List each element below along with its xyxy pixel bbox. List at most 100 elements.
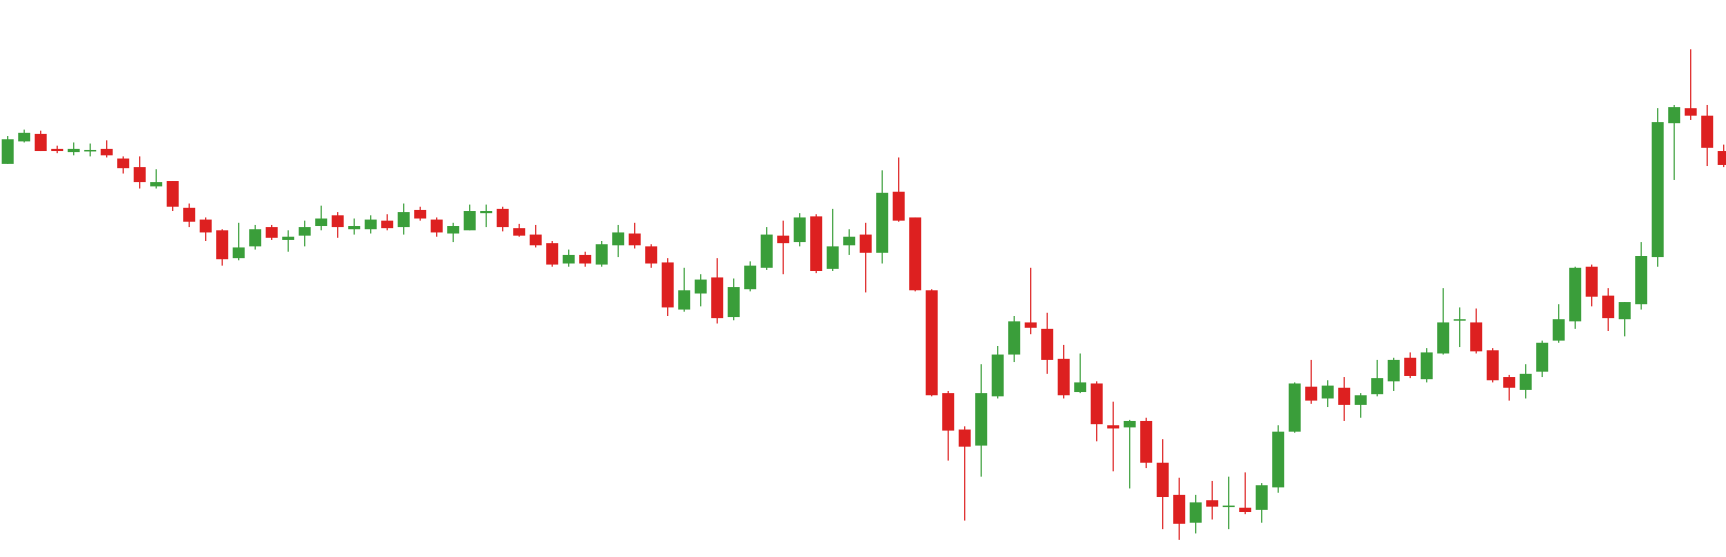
candle-body bbox=[249, 229, 262, 247]
candle-body bbox=[364, 219, 377, 230]
candle-body bbox=[414, 209, 427, 219]
candle-body bbox=[1552, 319, 1565, 341]
candle-body bbox=[991, 354, 1004, 397]
candle-body bbox=[513, 228, 526, 236]
candle-body bbox=[645, 246, 658, 264]
candle-body bbox=[133, 167, 146, 183]
candle-body bbox=[942, 393, 955, 431]
candle-body bbox=[1437, 322, 1450, 354]
candle-body bbox=[496, 208, 509, 228]
candle-body bbox=[612, 232, 625, 246]
candle-body bbox=[826, 246, 839, 269]
candle-body bbox=[1255, 485, 1268, 510]
candle-body bbox=[859, 234, 872, 253]
candle-body bbox=[1354, 395, 1367, 405]
candle-body bbox=[447, 226, 460, 234]
candle-body bbox=[1602, 295, 1615, 319]
candle-body bbox=[84, 149, 97, 152]
candle-body bbox=[777, 235, 790, 244]
candle-body bbox=[331, 215, 344, 228]
candle-body bbox=[1074, 382, 1087, 393]
candle-body bbox=[1536, 342, 1549, 372]
candle-body bbox=[51, 148, 64, 152]
candle-body bbox=[34, 133, 47, 152]
candle-body bbox=[925, 290, 938, 396]
candle-body bbox=[1635, 256, 1648, 305]
candle-body bbox=[1024, 322, 1037, 328]
candle-body bbox=[150, 182, 163, 187]
candle-body bbox=[546, 243, 559, 265]
candle-body bbox=[1090, 383, 1103, 425]
candle-body bbox=[18, 132, 31, 142]
candle-body bbox=[1156, 462, 1169, 498]
candle-body bbox=[1189, 502, 1202, 523]
candle-body bbox=[480, 211, 493, 214]
candle-body bbox=[1387, 359, 1400, 382]
candle-body bbox=[1140, 420, 1153, 463]
candle-body bbox=[1651, 122, 1664, 258]
candle-body bbox=[381, 220, 394, 229]
candle-body bbox=[1206, 500, 1219, 507]
candle-body bbox=[628, 233, 641, 246]
candle-body bbox=[1618, 302, 1631, 320]
candle-body bbox=[100, 148, 113, 156]
candle-body bbox=[1486, 350, 1499, 381]
candle-body bbox=[315, 218, 328, 227]
candle-body bbox=[1453, 319, 1466, 321]
candle-body bbox=[430, 219, 443, 233]
candle-body bbox=[595, 244, 608, 265]
candle-body bbox=[1338, 387, 1351, 405]
candle-body bbox=[397, 212, 410, 228]
candle-body bbox=[793, 217, 806, 243]
candle-body bbox=[694, 279, 707, 294]
candle-body bbox=[1041, 328, 1054, 360]
candle-body bbox=[1668, 107, 1681, 124]
candle-body bbox=[1288, 383, 1301, 432]
candle-body bbox=[166, 181, 179, 207]
candle-body bbox=[1173, 494, 1186, 524]
candle-body bbox=[529, 234, 542, 246]
candle-body bbox=[1684, 108, 1697, 116]
candle-body bbox=[183, 207, 196, 222]
candle-body bbox=[1, 139, 14, 164]
candle-body bbox=[199, 219, 212, 233]
candle-body bbox=[678, 290, 691, 310]
candle-body bbox=[1123, 420, 1136, 428]
candle-body bbox=[1503, 377, 1516, 388]
candle-body bbox=[1305, 386, 1318, 401]
candle-body bbox=[562, 254, 575, 264]
candle-body bbox=[232, 247, 245, 259]
candle-body bbox=[744, 265, 757, 290]
candle-body bbox=[282, 236, 295, 240]
candle-body bbox=[1057, 358, 1070, 396]
candle-body bbox=[1470, 322, 1483, 352]
candle-body bbox=[463, 211, 476, 231]
candle-body bbox=[876, 192, 889, 253]
candle-body bbox=[1222, 505, 1235, 508]
candle-body bbox=[1404, 357, 1417, 376]
candle-body bbox=[579, 254, 592, 264]
candle-body bbox=[1717, 151, 1726, 165]
candle-body bbox=[843, 236, 856, 246]
candle-body bbox=[265, 227, 278, 238]
candle-body bbox=[892, 191, 905, 221]
candle-body bbox=[1585, 266, 1598, 297]
candle-body bbox=[67, 148, 80, 153]
candle-body bbox=[1519, 373, 1532, 390]
candle-body bbox=[1321, 385, 1334, 399]
candle-body bbox=[1008, 321, 1021, 355]
candle-body bbox=[1371, 378, 1384, 395]
candle-body bbox=[1239, 507, 1252, 513]
candle-body bbox=[1569, 267, 1582, 322]
candle-body bbox=[348, 226, 361, 230]
candle-body bbox=[711, 277, 724, 319]
candle-body bbox=[810, 216, 823, 272]
candle-body bbox=[216, 230, 229, 260]
candle-body bbox=[1107, 425, 1120, 429]
candle-body bbox=[1420, 352, 1433, 380]
candle-body bbox=[727, 287, 740, 318]
candle-body bbox=[909, 217, 922, 291]
candle-body bbox=[117, 158, 130, 169]
